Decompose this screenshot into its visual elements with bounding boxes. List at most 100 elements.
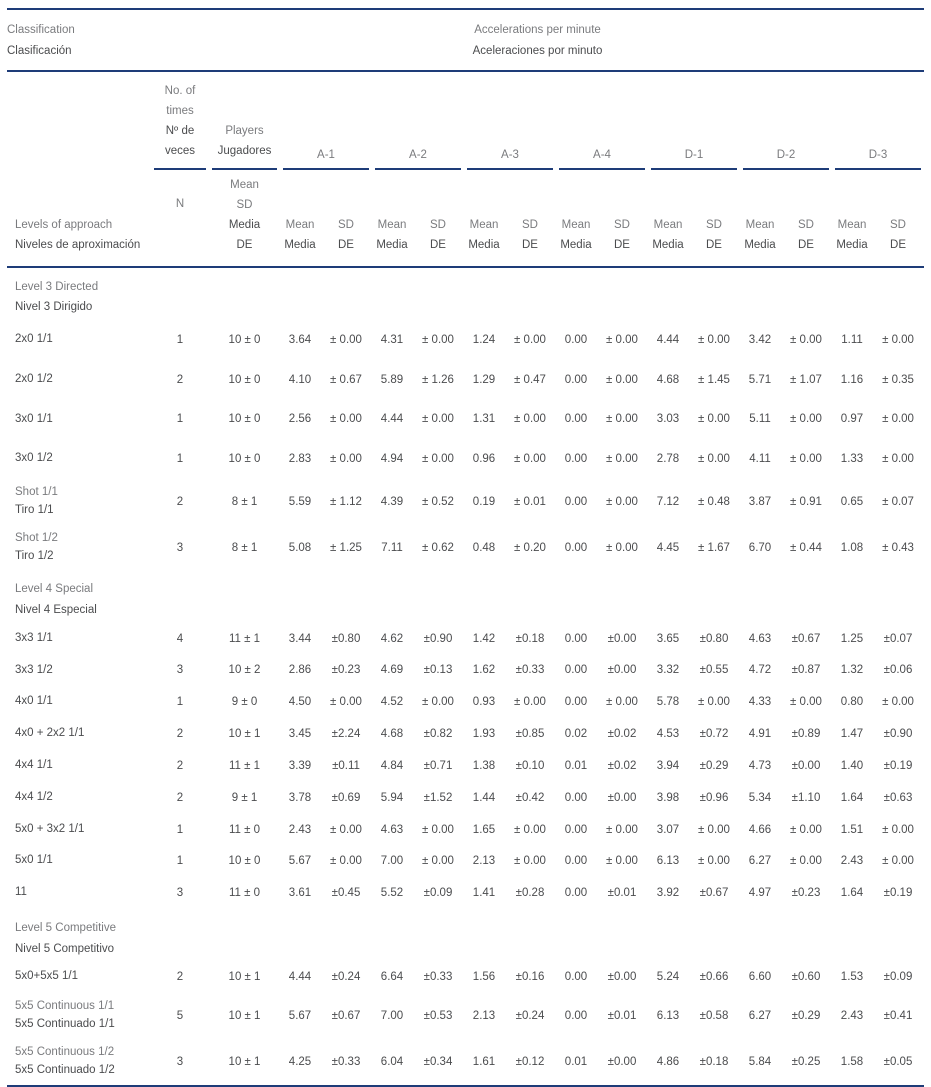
mean-value: 6.60 (748, 971, 772, 984)
mean-value: 4.68 (656, 373, 680, 386)
mean-value: 3.03 (656, 413, 680, 426)
n-value: 1 (176, 823, 184, 836)
sd-value: ±0.82 (423, 728, 453, 741)
mean-value: 3.64 (288, 333, 312, 346)
text-line: 2x0 1/2 (15, 372, 53, 385)
data-row: 2x0 1/1 1 10 ± 0 3.64 ± 0.00 4.31 ± 0.00 1.24 ± … (7, 320, 924, 360)
row-label: 3x3 1/1 (7, 623, 151, 655)
sd-value: ± 1.67 (698, 541, 730, 554)
data-row: 3x0 1/1 1 10 ± 0 2.56 ± 0.00 4.44 ± 0.00 1.31 ± … (7, 400, 924, 440)
text-line: Shot 1/2 (15, 531, 58, 544)
text-line: Mean (230, 179, 259, 192)
sd-value: ±0.24 (515, 1010, 545, 1023)
text-line: 5x0+5x5 1/1 (15, 970, 78, 983)
row-label: 5x0+5x5 1/1 (7, 961, 151, 993)
sd-value: ± 0.00 (422, 333, 454, 346)
data-row: 3x3 1/1 4 11 ± 1 3.44 ±0.80 4.62 ±0.90 1.42 ±0.1… (7, 623, 924, 655)
mean-value: 0.00 (564, 413, 588, 426)
mean-value: 4.44 (288, 971, 312, 984)
sd-value: ± 0.00 (698, 333, 730, 346)
mean-sub-header-a-3: Mean Media (464, 170, 504, 268)
sd-value: ±0.33 (515, 664, 545, 677)
mean-value: 2.43 (840, 855, 864, 868)
sd-value: ± 0.00 (422, 413, 454, 426)
sd-value: ± 0.00 (514, 453, 546, 466)
mean-value: 3.44 (288, 632, 312, 645)
data-row: 3x3 1/2 3 10 ± 2 2.86 ±0.23 4.69 ±0.13 1.62 ±0.3… (7, 655, 924, 687)
mean-value: 1.41 (472, 887, 496, 900)
text-line: No. of (164, 85, 196, 98)
mean-value: 0.00 (564, 541, 588, 554)
text-line: 3x3 1/2 (15, 663, 53, 676)
sd-value: ± 0.35 (882, 373, 914, 386)
sd-value: ±0.33 (331, 1055, 361, 1068)
mean-sub-header-a-4: Mean Media (556, 170, 596, 268)
sub-header-row: Levels of approach Niveles de aproximaci… (7, 170, 925, 268)
n-value: 2 (176, 728, 184, 741)
column-group-row: No. of times Nº de veces Players Jugador… (7, 71, 924, 170)
players-value: 10 ± 0 (228, 855, 261, 868)
section-label: Level 5 Competitive Nivel 5 Competitivo (7, 909, 924, 961)
sd-value: ±2.24 (331, 728, 361, 741)
text-line: Mean (745, 218, 775, 231)
row-label: Shot 1/1 Tiro 1/1 (7, 479, 151, 525)
text-line: DE (890, 238, 906, 251)
n-value: 4 (176, 632, 184, 645)
players-value: 10 ± 1 (228, 728, 261, 741)
row-label: 3x0 1/1 (7, 400, 151, 440)
sd-value: ±0.63 (883, 791, 913, 804)
n-value: 1 (176, 453, 184, 466)
players-value: 10 ± 0 (228, 453, 261, 466)
sd-value: ± 0.44 (790, 541, 822, 554)
row-label: 4x4 1/1 (7, 750, 151, 782)
n-value: 1 (176, 413, 184, 426)
classification-es: Clasificación (7, 44, 72, 57)
text-line: Shot 1/1 (15, 486, 58, 499)
sd-value: ±0.29 (791, 1010, 821, 1023)
sd-value: ± 0.91 (790, 495, 822, 508)
mean-value: 1.31 (472, 413, 496, 426)
text-line: Mean (469, 218, 499, 231)
mean-value: 4.11 (749, 453, 771, 466)
classification-en: Classification (7, 24, 75, 36)
mean-value: 1.53 (840, 971, 864, 984)
sd-value: ±0.24 (331, 971, 361, 984)
mean-value: 2.13 (472, 855, 496, 868)
text-line: SD (614, 218, 630, 231)
players-value: 11 ± 1 (228, 759, 261, 772)
sd-value: ± 0.00 (422, 823, 454, 836)
mean-value: 6.27 (748, 855, 772, 868)
n-value: 2 (176, 971, 184, 984)
sd-value: ±0.02 (607, 759, 637, 772)
sd-value: ± 0.00 (606, 413, 638, 426)
mean-value: 0.19 (472, 495, 496, 508)
mean-value: 5.67 (288, 1010, 312, 1023)
text-line: Levels of approach (15, 218, 113, 231)
text-line: 5x0 + 3x2 1/1 (15, 822, 85, 835)
mean-value: 0.65 (840, 495, 864, 508)
mean-value: 2.43 (288, 823, 312, 836)
text-line: Mean (837, 218, 867, 231)
text-line: 5x5 Continuado 1/2 (15, 1063, 115, 1076)
sd-value: ±0.67 (791, 632, 821, 645)
no-of-times-header: No. of times Nº de veces (151, 71, 209, 170)
mean-value: 5.34 (748, 791, 772, 804)
players-value: 10 ± 1 (228, 1010, 261, 1023)
mean-value: 0.48 (472, 541, 496, 554)
sd-value: ±0.10 (515, 759, 545, 772)
row-label: 5x0 1/1 (7, 845, 151, 877)
sd-value: ± 0.20 (514, 541, 546, 554)
sd-value: ±0.42 (515, 791, 545, 804)
sd-value: ±0.19 (883, 759, 913, 772)
mean-value: 5.71 (748, 373, 772, 386)
n-value: 3 (176, 541, 184, 554)
sd-value: ± 0.00 (790, 696, 822, 709)
mean-value: 4.94 (380, 453, 404, 466)
sd-value: ± 0.00 (330, 823, 362, 836)
data-row: 4x4 1/2 2 9 ± 1 3.78 ±0.69 5.94 ±1.52 1.44 ±0.42… (7, 782, 924, 814)
players-value: 10 ± 0 (228, 373, 261, 386)
sd-value: ± 0.00 (698, 855, 730, 868)
players-sub-header: Mean SD Media DE (209, 170, 280, 268)
sd-sub-header-a-3: SD DE (504, 170, 556, 268)
accelerations-per-minute-table: Classification Clasificación Acceleratio… (7, 8, 925, 1087)
